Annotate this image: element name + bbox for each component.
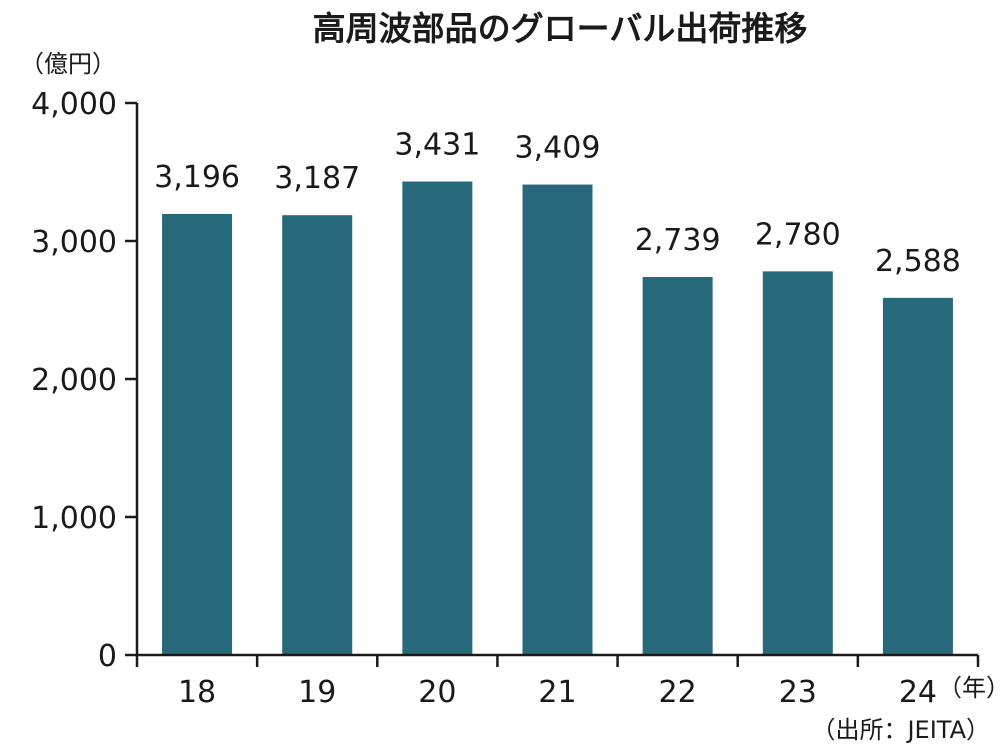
chart-title: 高周波部品のグローバル出荷推移 bbox=[313, 9, 808, 48]
x-tick-label: 19 bbox=[298, 675, 336, 710]
y-tick-label: 3,000 bbox=[31, 225, 117, 260]
data-label: 3,196 bbox=[154, 160, 240, 195]
x-tick-label: 22 bbox=[659, 675, 697, 710]
source-note: （出所：JEITA） bbox=[811, 716, 990, 744]
data-label: 2,780 bbox=[755, 217, 841, 252]
x-axis: 18 19 20 21 22 23 24 bbox=[135, 655, 980, 710]
y-axis-unit-label: （億円） bbox=[20, 50, 116, 78]
bar bbox=[642, 277, 713, 655]
data-label: 3,187 bbox=[274, 161, 360, 196]
y-tick-label: 2,000 bbox=[31, 363, 117, 398]
bar bbox=[762, 271, 833, 655]
x-axis-unit-label: （年） bbox=[938, 674, 1000, 702]
bar bbox=[522, 184, 593, 656]
data-label: 2,588 bbox=[875, 244, 961, 279]
bar bbox=[282, 215, 353, 655]
y-tick-label: 0 bbox=[98, 639, 117, 674]
x-tick-label: 24 bbox=[899, 675, 937, 710]
bars-group: 3,196 3,187 3,431 3,409 2,739 2,780 2,588 bbox=[154, 128, 961, 656]
x-tick-label: 23 bbox=[779, 675, 817, 710]
bar bbox=[162, 213, 233, 655]
data-label: 3,431 bbox=[394, 128, 480, 163]
y-tick-label: 4,000 bbox=[31, 87, 117, 122]
x-tick-label: 21 bbox=[538, 675, 576, 710]
bar bbox=[882, 297, 953, 655]
x-tick-label: 18 bbox=[178, 675, 216, 710]
data-label: 2,739 bbox=[635, 223, 721, 258]
bar bbox=[402, 181, 473, 655]
x-tick-label: 20 bbox=[418, 675, 456, 710]
y-tick-label: 1,000 bbox=[31, 501, 117, 536]
y-axis: 0 1,000 2,000 3,000 4,000 bbox=[31, 87, 137, 674]
data-label: 3,409 bbox=[515, 131, 601, 166]
